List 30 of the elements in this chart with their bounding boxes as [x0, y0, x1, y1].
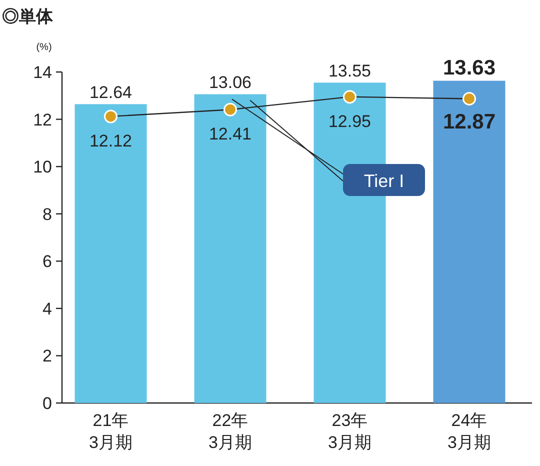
bar	[74, 104, 147, 403]
y-tick-label: 10	[33, 158, 52, 177]
data-label: 13.06	[208, 73, 252, 92]
data-label: 13.63	[442, 56, 496, 80]
data-label: 13.55	[328, 62, 372, 81]
x-tick-label: 21年 3月期	[89, 411, 132, 452]
text: Tier I	[364, 171, 404, 191]
x-tick-label: 23年 3月期	[328, 411, 372, 452]
y-tick-label: 12	[33, 110, 52, 130]
data-label: 12.95	[328, 112, 372, 131]
y-tick-label: 0	[42, 394, 52, 413]
bar	[194, 94, 266, 403]
x-tick-label: 24年 3月期	[448, 411, 491, 452]
data-label: 12.41	[208, 124, 252, 144]
y-tick-label: 4	[42, 299, 52, 318]
point	[343, 90, 356, 104]
point	[224, 102, 237, 116]
y-tick-label: 6	[42, 252, 52, 272]
point	[462, 92, 476, 106]
y-axis-title: (%)	[36, 42, 52, 53]
data-label: 12.64	[89, 83, 132, 102]
y-tick-label: 8	[42, 204, 52, 224]
chart-title: ◎単体	[2, 7, 54, 26]
y-tick-label: 14	[33, 63, 52, 82]
y-tick-label: 2	[42, 346, 52, 366]
bar	[433, 80, 506, 403]
data-label: 12.87	[442, 110, 496, 134]
point	[104, 110, 118, 124]
x-tick-label: 22年 3月期	[208, 411, 252, 452]
data-label: 12.12	[89, 131, 132, 150]
